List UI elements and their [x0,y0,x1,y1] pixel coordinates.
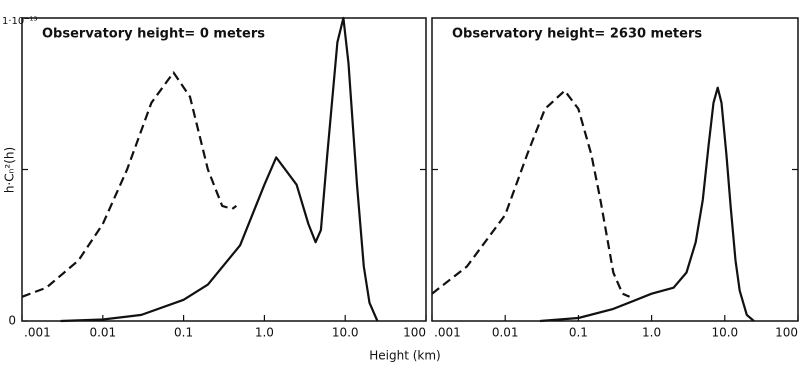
x-tick-label: 10.0 [711,326,738,340]
x-tick-label: 10.0 [332,326,359,340]
x-tick-label: 1.0 [642,326,661,340]
x-tick-label: 0.1 [174,326,193,340]
x-tick-label: 0.1 [569,326,588,340]
line-series [431,89,631,298]
x-tick-label: .001 [434,326,461,340]
x-tick-label: 100 [775,326,798,340]
annotation: Observatory height= 2630 meters [452,27,702,42]
line-series [540,86,755,323]
x-tick-label: 100 [403,326,426,340]
x-tick-label: 0.01 [492,326,519,340]
x-tick-label: 0.01 [89,326,116,340]
y-tick-label: 0 [8,314,16,328]
x-tick-label: 1.0 [255,326,274,340]
annotation: Observatory height= 0 meters [42,27,265,42]
y-tick-label: 1·10⁻¹³ [2,16,38,27]
line-series [60,16,379,323]
x-axis-label: Height (km) [369,349,440,363]
y-axis-label: h·Cₙ²(h) [3,147,17,193]
x-tick-label: .001 [24,326,51,340]
line-series [21,71,238,298]
